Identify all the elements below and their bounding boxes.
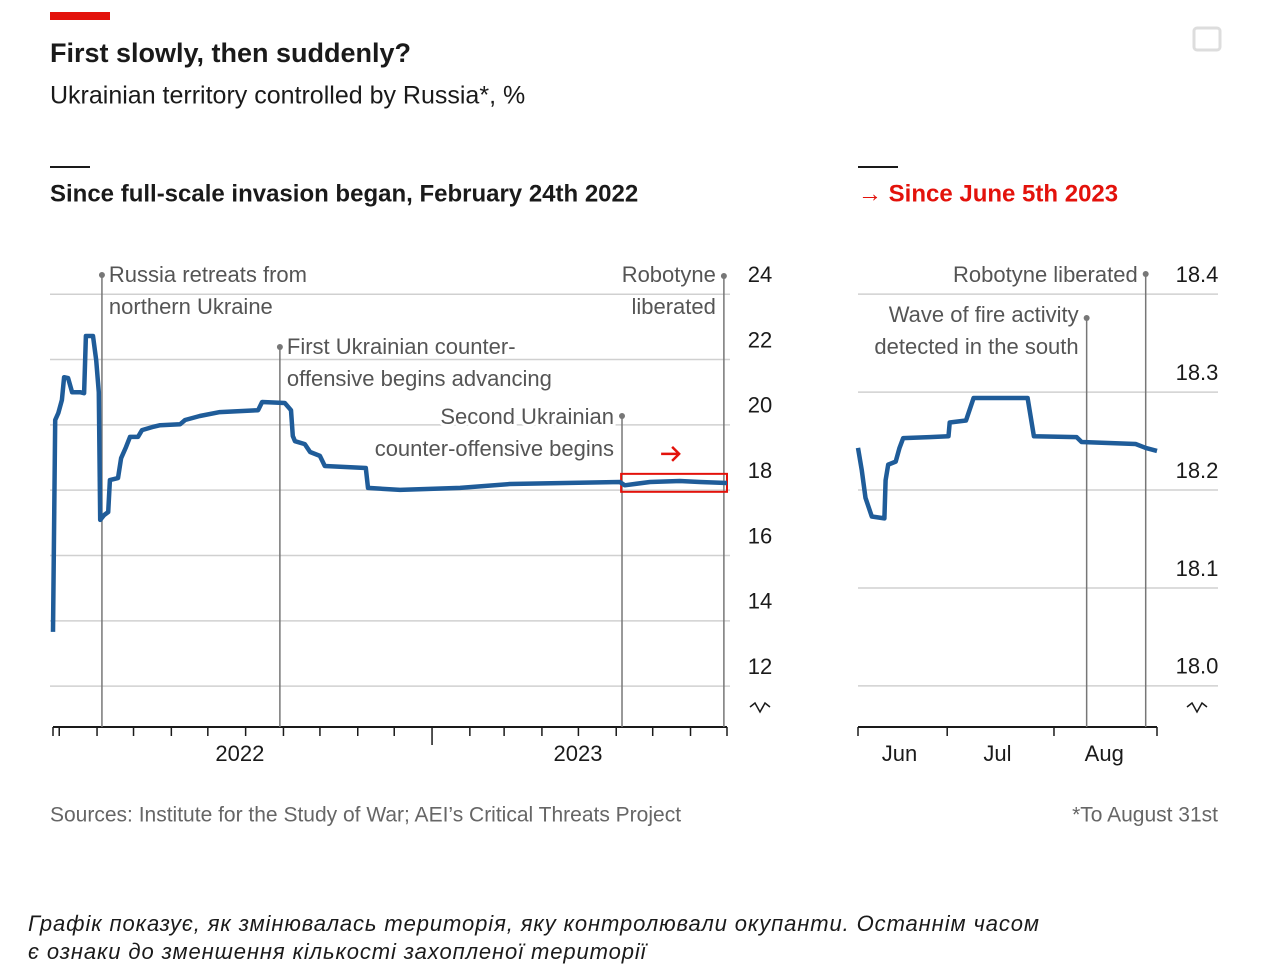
y-tick-label: 18.4 xyxy=(1176,262,1219,287)
y-tick-label: 18.1 xyxy=(1176,556,1219,581)
brand-bar xyxy=(50,12,110,20)
data-line xyxy=(855,395,1158,521)
annotation-text: Robotyne xyxy=(622,262,716,287)
note: *To August 31st xyxy=(1072,804,1218,827)
caption-line: Графік показує, як змінювалась територія… xyxy=(28,911,1040,936)
annotation-text: First Ukrainian counter- xyxy=(287,334,516,359)
annotation-text: counter-offensive begins xyxy=(375,436,614,461)
annotation-dot xyxy=(720,273,727,279)
y-tick-label: 18 xyxy=(748,458,772,483)
axis-break xyxy=(1186,701,1208,714)
annotation-dot xyxy=(1083,315,1090,321)
highlight-arrow xyxy=(661,445,681,462)
annotation-dot xyxy=(98,272,105,278)
x-tick-label: 2023 xyxy=(553,741,602,766)
expand-icon[interactable] xyxy=(1192,26,1222,52)
y-tick-label: 20 xyxy=(748,393,772,418)
x-tick-label: Jun xyxy=(882,741,917,766)
x-tick-label: Jul xyxy=(983,741,1011,766)
x-tick-label: 2022 xyxy=(215,741,264,766)
subtitle: Ukrainian territory controlled by Russia… xyxy=(50,82,525,110)
y-tick-label: 18.0 xyxy=(1176,654,1219,679)
annotation-text: Russia retreats from xyxy=(109,262,307,287)
title: First slowly, then suddenly? xyxy=(50,38,411,68)
source: Sources: Institute for the Study of War;… xyxy=(50,804,681,827)
y-tick-label: 12 xyxy=(748,654,772,679)
panel-rule xyxy=(50,166,90,168)
annotation-text: Robotyne liberated xyxy=(953,262,1138,287)
data-line xyxy=(50,333,728,632)
annotation-text: Second Ukrainian xyxy=(440,404,614,429)
y-tick-label: 14 xyxy=(748,589,772,614)
annotation-dot xyxy=(1142,271,1149,277)
panel-title: Since full-scale invasion began, Februar… xyxy=(50,180,638,207)
annotation-dot xyxy=(619,413,626,419)
axis-break xyxy=(749,701,771,714)
panel-rule xyxy=(858,166,898,168)
annotation-text: offensive begins advancing xyxy=(287,366,552,391)
y-tick-label: 16 xyxy=(748,523,772,548)
y-tick-label: 18.3 xyxy=(1176,360,1219,385)
chart-panel: → Since June 5th 2023 18.0 18.1 18.2 18.3 18.… xyxy=(855,180,1219,766)
x-tick-label: Aug xyxy=(1085,741,1124,766)
annotation-dot xyxy=(276,344,283,350)
y-tick-label: 24 xyxy=(748,262,772,287)
expand-icon-box[interactable] xyxy=(1192,26,1222,52)
chart-panel: Since full-scale invasion began, Februar… xyxy=(50,180,772,766)
y-tick-label: 18.2 xyxy=(1176,458,1219,483)
annotation-text: Wave of fire activity xyxy=(889,302,1079,327)
panel-title: → Since June 5th 2023 xyxy=(858,180,1118,207)
annotation-text: northern Ukraine xyxy=(109,294,273,319)
annotation-text: detected in the south xyxy=(874,334,1078,359)
annotation-text: liberated xyxy=(631,294,715,319)
y-tick-label: 22 xyxy=(748,327,772,352)
caption-line: є ознаки до зменшення кількості захоплен… xyxy=(28,939,649,964)
